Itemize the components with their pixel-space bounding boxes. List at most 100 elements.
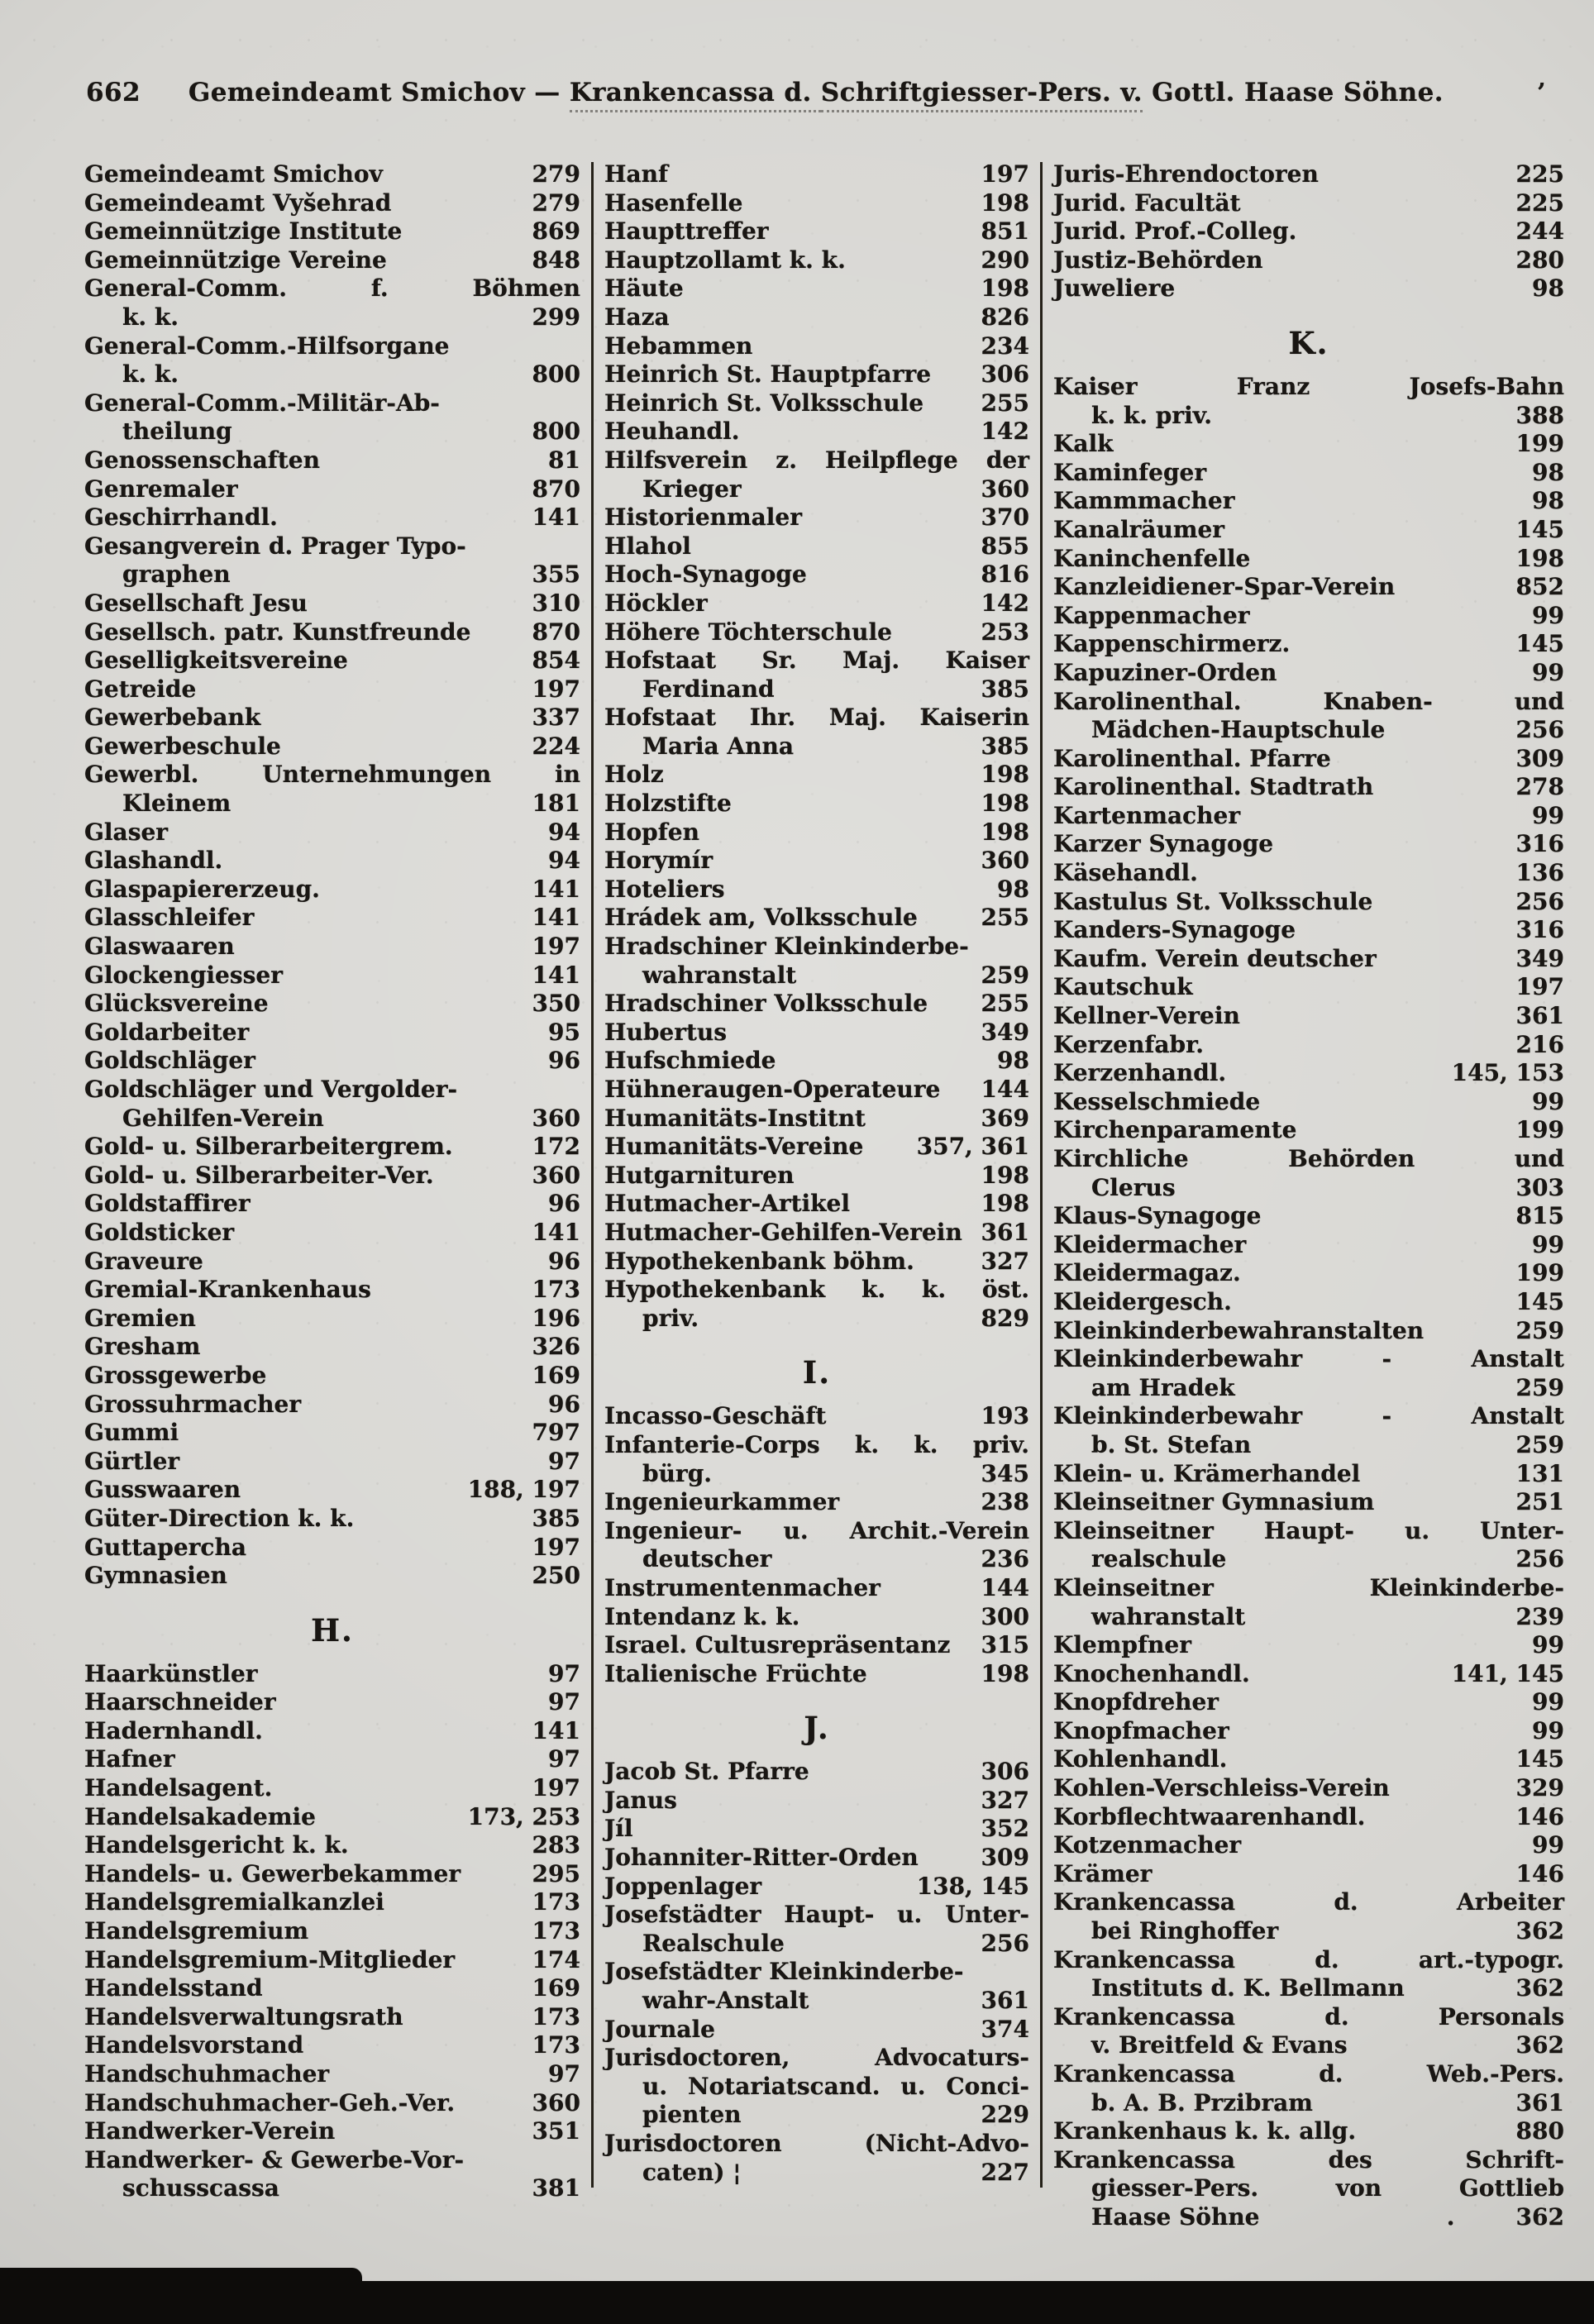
entry-label: Hradschiner Volksschule (604, 990, 928, 1018)
running-head-text-underlined: Krankencassa d. (569, 78, 821, 112)
entry-label: Hypothekenbank k. k. öst. (604, 1276, 1029, 1304)
entry-label: Goldschläger (84, 1047, 255, 1075)
index-entry: Heuhandl. 142 (604, 418, 1029, 446)
entry-label: Krämer (1053, 1859, 1153, 1887)
entry-page-number: 826 (981, 303, 1029, 331)
index-entry: Hubertus 349 (604, 1019, 1029, 1047)
entry-label: Korbflechtwaarenhandl. (1053, 1802, 1366, 1830)
index-entry: b. St. Stefan 259 (1053, 1431, 1564, 1460)
entry-page-number: 196 (532, 1304, 580, 1332)
index-entry: pienten 229 (604, 2101, 1029, 2130)
entry-label: wahranstalt (642, 961, 797, 989)
entry-page-number: 98 (997, 1047, 1029, 1075)
index-entry: Kaiser Franz Josefs-Bahn (1053, 373, 1564, 402)
entry-label: Kleinseitner Kleinkinderbe- (1053, 1573, 1564, 1601)
entry-label: Journale (604, 2015, 715, 2043)
index-entry: deutscher 236 (604, 1545, 1029, 1574)
entry-page-number: 349 (981, 1018, 1029, 1046)
index-entry: Käsehandl. 136 (1053, 859, 1564, 888)
entry-page-number: 81 (548, 446, 580, 474)
index-entry: am Hradek 259 (1053, 1374, 1564, 1403)
entry-label: Handels- u. Gewerbekammer (84, 1859, 461, 1887)
entry-page-number: 259 (981, 961, 1029, 989)
entry-page-number: 216 (1515, 1030, 1564, 1058)
entry-label: Kanders-Synagoge (1053, 916, 1296, 944)
entry-label: Klein- u. Krämerhandel (1053, 1459, 1361, 1487)
entry-page-number: 188, 197 (467, 1476, 580, 1504)
entry-page-number: 99 (1532, 1716, 1564, 1744)
entry-label: Knochenhandl. (1053, 1659, 1250, 1687)
entry-label: giesser-Pers. von Gottlieb (1091, 2174, 1564, 2202)
entry-label: Höhere Töchterschule (604, 618, 892, 646)
entry-page-number: 256 (1515, 1545, 1564, 1573)
entry-page-number: 145 (1515, 630, 1564, 658)
entry-label: Hühneraugen-Operateure (604, 1076, 941, 1103)
entry-page-number: 98 (1532, 487, 1564, 515)
entry-label: realschule (1091, 1545, 1227, 1573)
entry-page-number: 362 (1515, 1974, 1564, 2002)
entry-label: Hubertus (604, 1018, 728, 1046)
entry-label: Haupttreffer (604, 217, 769, 246)
index-entry: Goldarbeiter 95 (84, 1019, 580, 1047)
entry-page-number: 239 (1515, 1602, 1564, 1630)
entry-label: Käsehandl. (1053, 859, 1198, 887)
index-entry: Heinrich St. Volksschule 255 (604, 389, 1029, 418)
entry-page-number: 306 (981, 360, 1029, 389)
entry-label: Kirchliche Behörden und (1053, 1145, 1564, 1172)
entry-label: Handwerker- & Gewerbe-Vor- (84, 2145, 465, 2174)
entry-label: Kellner-Verein (1053, 1002, 1240, 1030)
entry-page-number: 851 (981, 217, 1029, 246)
entry-label: Janus (604, 1786, 677, 1814)
index-entry: Handwerker- & Gewerbe-Vor- (84, 2146, 580, 2175)
index-entry: Goldschläger 96 (84, 1047, 580, 1076)
index-entry: Hoteliers 98 (604, 876, 1029, 904)
index-entry: Josefstädter Kleinkinderbe- (604, 1958, 1029, 1987)
entry-page-number: 198 (1515, 544, 1564, 572)
index-entry: Humanitäts-Institnt 369 (604, 1105, 1029, 1133)
entry-label: Krankenhaus k. k. allg. (1053, 2117, 1357, 2145)
entry-page-number: 198 (981, 761, 1029, 789)
entry-page-number: 351 (532, 2117, 580, 2145)
index-entry: Hopfen 198 (604, 818, 1029, 847)
entry-label: Krankencassa d. art.-typogr. (1053, 1945, 1564, 1973)
entry-label: Gresham (84, 1333, 201, 1361)
index-entry: Kammmacher 98 (1053, 487, 1564, 516)
index-entry: Karolinenthal. Stadtrath 278 (1053, 773, 1564, 802)
index-entry: Justiz-Behörden 280 (1053, 246, 1564, 275)
entry-page-number: 360 (981, 475, 1029, 503)
entry-label: Handschuhmacher-Geh.-Ver. (84, 2088, 456, 2116)
index-entry: Kaminfeger 98 (1053, 459, 1564, 488)
index-entry: Jurisdoctoren, Advocaturs- (604, 2044, 1029, 2073)
entry-label: Handelsstand (84, 1974, 263, 2002)
entry-page-number: 815 (1515, 1202, 1564, 1230)
index-entry: Jurisdoctoren (Nicht-Advo- (604, 2130, 1029, 2159)
entry-label: Krankencassa des Schrift- (1053, 2145, 1564, 2174)
entry-label: Knopfmacher (1053, 1716, 1229, 1744)
index-entry: Kellner-Verein 361 (1053, 1002, 1564, 1031)
index-entry: Clerus 303 (1053, 1174, 1564, 1203)
entry-label: Gusswaaren (84, 1476, 241, 1504)
index-entry: Gürtler 97 (84, 1448, 580, 1477)
index-entry: Gold- u. Silberarbeiter-Ver. 360 (84, 1162, 580, 1191)
entry-page-number: 198 (981, 1659, 1029, 1687)
entry-page-number: 345 (981, 1459, 1029, 1487)
entry-label: Kleidergesch. (1053, 1287, 1232, 1315)
entry-label: pienten (642, 2101, 742, 2129)
entry-page-number: 256 (1515, 716, 1564, 744)
index-entry: Kalk 199 (1053, 430, 1564, 459)
index-entry: Hypothekenbank k. k. öst. (604, 1276, 1029, 1305)
entry-label: Krankencassa d. Arbeiter (1053, 1888, 1564, 1916)
entry-page-number: 236 (981, 1545, 1029, 1573)
entry-label: Haza (604, 303, 670, 331)
entry-label: Hradschiner Kleinkinderbe- (604, 933, 969, 961)
index-entry: Jurid. Facultät 225 (1053, 189, 1564, 218)
index-entry: Guttapercha 197 (84, 1534, 580, 1563)
entry-page-number: 193 (981, 1402, 1029, 1430)
entry-page-number: 199 (1515, 1259, 1564, 1287)
entry-page-number: 145 (1515, 1287, 1564, 1315)
entry-page-number: 173 (532, 1276, 580, 1304)
index-entry: Handelsakademie 173, 253 (84, 1803, 580, 1832)
index-entry: Kappenmacher 99 (1053, 602, 1564, 631)
entry-page-number: 99 (1532, 801, 1564, 829)
index-entry: u. Notariatscand. u. Conci- (604, 2073, 1029, 2102)
